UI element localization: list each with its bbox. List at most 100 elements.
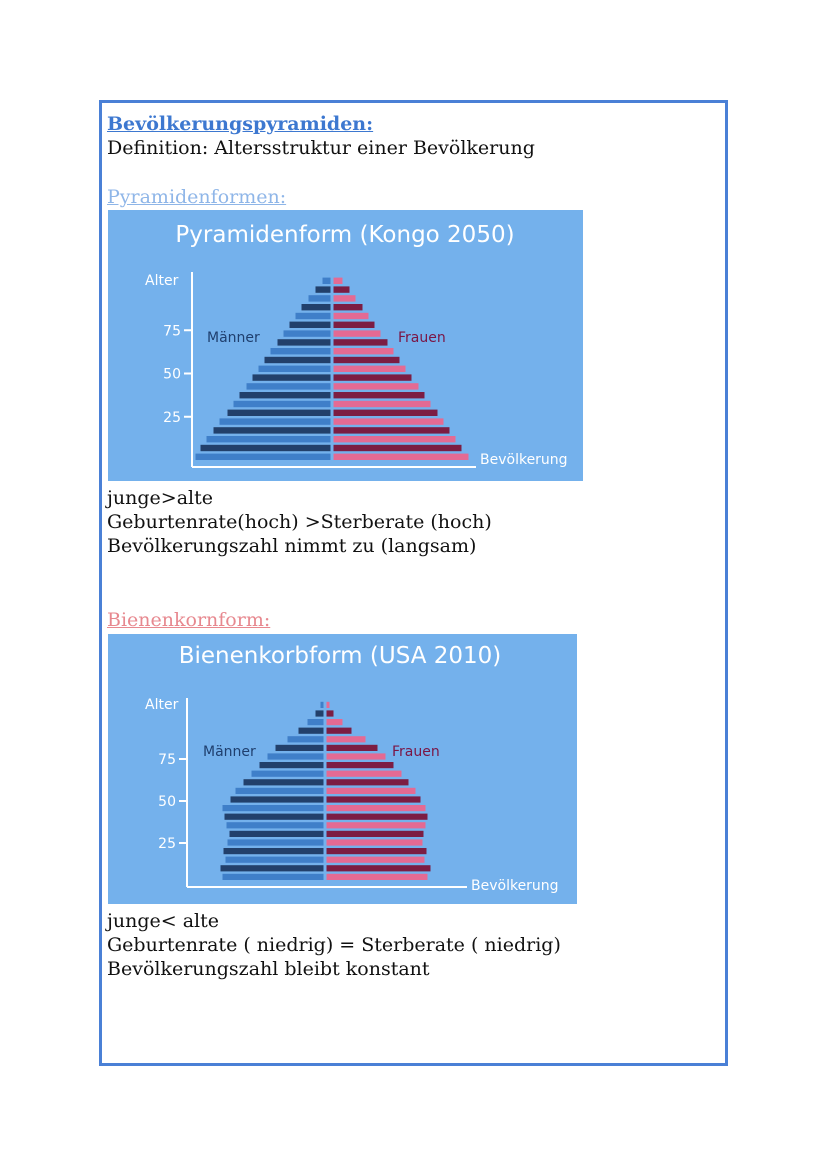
bar-maenner <box>315 710 324 717</box>
bar-frauen <box>326 770 402 777</box>
bar-maenner <box>308 295 331 302</box>
bar-maenner <box>287 736 324 743</box>
bar-maenner <box>227 409 331 416</box>
bar-maenner <box>230 796 324 803</box>
bar-frauen <box>326 762 394 769</box>
bar-maenner <box>322 277 331 284</box>
bar-frauen <box>326 753 386 760</box>
bar-frauen <box>333 312 369 320</box>
bar-maenner <box>259 762 324 769</box>
page-title: Bevölkerungspyramiden: <box>107 113 374 135</box>
bar-maenner <box>224 813 324 820</box>
bar-frauen <box>333 444 462 452</box>
bar-maenner <box>239 392 331 399</box>
bar-frauen <box>326 813 428 820</box>
bar-frauen <box>333 392 425 399</box>
bar-frauen <box>333 418 444 425</box>
y-axis-label: Alter <box>145 273 179 289</box>
bar-frauen <box>333 304 363 311</box>
y-axis-label: Alter <box>145 697 179 713</box>
chart-beehive-svg: Bienenkorbform (USA 2010) Alter Bevölker… <box>108 634 577 904</box>
bar-maenner <box>295 312 331 320</box>
y-tick-label: 50 <box>163 367 181 383</box>
bar-maenner <box>243 779 324 786</box>
bar-maenner <box>258 365 331 372</box>
bar-frauen <box>333 339 388 346</box>
bar-frauen <box>326 744 378 751</box>
bar-frauen <box>326 848 427 855</box>
bar-maenner <box>233 400 331 408</box>
x-axis-label: Bevölkerung <box>471 878 559 894</box>
bar-maenner <box>264 356 331 364</box>
bar-frauen <box>326 865 431 872</box>
bar-frauen <box>333 295 356 302</box>
bar-frauen <box>326 787 416 794</box>
beehive-line-3: Bevölkerungszahl bleibt konstant <box>107 958 430 980</box>
series-label-maenner: Männer <box>203 744 256 760</box>
bar-frauen <box>333 374 412 381</box>
bar-frauen <box>326 830 424 837</box>
bar-maenner <box>195 453 331 460</box>
section-heading-pyramid: Pyramidenformen: <box>107 186 287 208</box>
bar-maenner <box>283 330 331 337</box>
pyramid-line-1: junge>alte <box>107 487 213 509</box>
bar-frauen <box>326 805 426 812</box>
x-axis-label: Bevölkerung <box>480 452 568 468</box>
bar-frauen <box>326 719 343 726</box>
series-label-frauen: Frauen <box>392 744 440 760</box>
bar-frauen <box>333 348 394 355</box>
bar-maenner <box>320 701 324 708</box>
bar-maenner <box>219 418 331 425</box>
bar-maenner <box>315 286 331 293</box>
bar-frauen <box>326 710 334 717</box>
pyramid-line-2: Geburtenrate(hoch) >Sterberate (hoch) <box>107 511 492 533</box>
bar-maenner <box>200 444 331 452</box>
bar-maenner <box>298 727 324 734</box>
bar-frauen <box>326 701 330 708</box>
chart-title: Bienenkorbform (USA 2010) <box>179 643 502 669</box>
bar-maenner <box>227 839 324 846</box>
bar-frauen <box>333 453 469 460</box>
bar-maenner <box>225 856 324 863</box>
bar-maenner <box>246 383 331 390</box>
bar-maenner <box>307 719 324 726</box>
series-label-frauen: Frauen <box>398 330 446 346</box>
y-tick-label: 25 <box>158 836 176 852</box>
bar-frauen <box>333 427 450 434</box>
bar-maenner <box>301 304 331 311</box>
bar-maenner <box>206 436 331 443</box>
bar-maenner <box>252 374 331 381</box>
bar-maenner <box>220 865 324 872</box>
bar-maenner <box>289 321 331 328</box>
chart-pyramid-svg: Pyramidenform (Kongo 2050) Alter Bevölke… <box>108 210 583 481</box>
chart-title: Pyramidenform (Kongo 2050) <box>175 222 514 248</box>
definition-text: Definition: Altersstruktur einer Bevölke… <box>107 137 535 159</box>
bar-maenner <box>222 873 324 880</box>
bar-frauen <box>333 383 419 390</box>
bar-maenner <box>277 339 331 346</box>
bar-frauen <box>333 321 375 328</box>
bar-frauen <box>326 856 425 863</box>
chart-background <box>108 634 577 904</box>
y-tick-label: 75 <box>158 752 176 768</box>
chart-pyramid: Pyramidenform (Kongo 2050) Alter Bevölke… <box>108 210 583 481</box>
bar-maenner <box>235 787 324 794</box>
bar-maenner <box>223 848 324 855</box>
beehive-line-2: Geburtenrate ( niedrig) = Sterberate ( n… <box>107 934 561 956</box>
bar-frauen <box>333 436 456 443</box>
bar-frauen <box>333 365 406 372</box>
bar-maenner <box>275 744 324 751</box>
bar-maenner <box>222 805 324 812</box>
bar-frauen <box>326 727 352 734</box>
bar-frauen <box>326 822 426 829</box>
bar-frauen <box>333 330 381 337</box>
bar-frauen <box>333 286 350 293</box>
bar-frauen <box>326 839 423 846</box>
bar-frauen <box>326 736 366 743</box>
bar-maenner <box>270 348 331 355</box>
bar-maenner <box>267 753 324 760</box>
bar-frauen <box>333 277 343 284</box>
bar-frauen <box>333 356 400 364</box>
y-tick-label: 25 <box>163 410 181 426</box>
content-frame <box>99 100 728 1066</box>
